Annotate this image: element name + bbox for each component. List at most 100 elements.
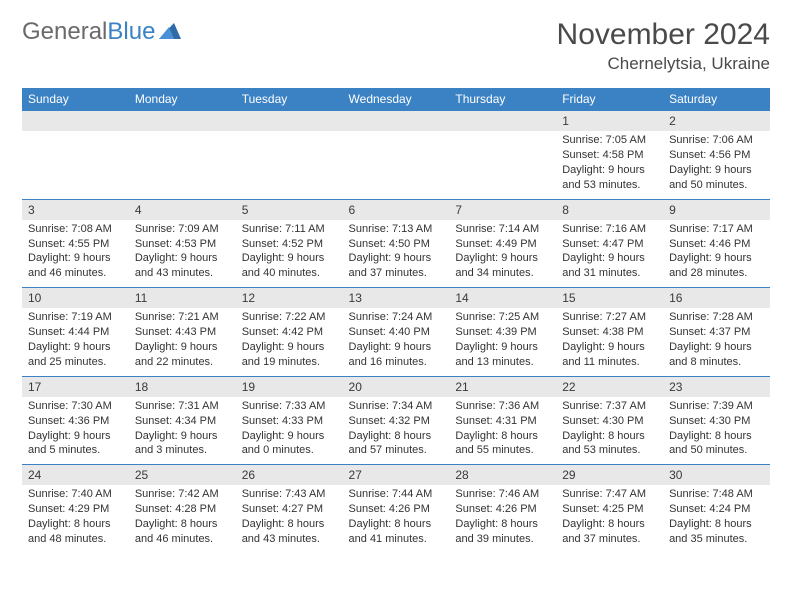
sunrise-text: Sunrise: 7:11 AM [242,222,337,237]
cell-body: Sunrise: 7:46 AMSunset: 4:26 PMDaylight:… [449,485,556,552]
day-number: 29 [556,465,663,485]
daylight-text: Daylight: 9 hours and 19 minutes. [242,340,337,370]
daylight-text: Daylight: 9 hours and 11 minutes. [562,340,657,370]
calendar-cell: 2Sunrise: 7:06 AMSunset: 4:56 PMDaylight… [663,111,770,200]
day-header-row: Sunday Monday Tuesday Wednesday Thursday… [22,88,770,111]
daylight-text: Daylight: 9 hours and 34 minutes. [455,251,550,281]
dayname-friday: Friday [556,88,663,111]
calendar-cell [449,111,556,200]
sunset-text: Sunset: 4:28 PM [135,502,230,517]
sunrise-text: Sunrise: 7:34 AM [349,399,444,414]
sunset-text: Sunset: 4:40 PM [349,325,444,340]
calendar-row: 1Sunrise: 7:05 AMSunset: 4:58 PMDaylight… [22,111,770,200]
sunset-text: Sunset: 4:55 PM [28,237,123,252]
sunrise-text: Sunrise: 7:05 AM [562,133,657,148]
sunrise-text: Sunrise: 7:33 AM [242,399,337,414]
day-number [343,111,450,131]
calendar-cell: 29Sunrise: 7:47 AMSunset: 4:25 PMDayligh… [556,465,663,553]
sunrise-text: Sunrise: 7:44 AM [349,487,444,502]
cell-body [129,131,236,139]
cell-body: Sunrise: 7:34 AMSunset: 4:32 PMDaylight:… [343,397,450,464]
sunrise-text: Sunrise: 7:25 AM [455,310,550,325]
daylight-text: Daylight: 9 hours and 31 minutes. [562,251,657,281]
sunset-text: Sunset: 4:33 PM [242,414,337,429]
day-number: 14 [449,288,556,308]
sunset-text: Sunset: 4:52 PM [242,237,337,252]
cell-body: Sunrise: 7:06 AMSunset: 4:56 PMDaylight:… [663,131,770,198]
daylight-text: Daylight: 9 hours and 5 minutes. [28,429,123,459]
cell-body: Sunrise: 7:13 AMSunset: 4:50 PMDaylight:… [343,220,450,287]
dayname-tuesday: Tuesday [236,88,343,111]
calendar-cell: 10Sunrise: 7:19 AMSunset: 4:44 PMDayligh… [22,288,129,377]
sunset-text: Sunset: 4:26 PM [455,502,550,517]
cell-body [343,131,450,139]
sunset-text: Sunset: 4:49 PM [455,237,550,252]
calendar-row: 17Sunrise: 7:30 AMSunset: 4:36 PMDayligh… [22,376,770,465]
sunset-text: Sunset: 4:26 PM [349,502,444,517]
day-number [236,111,343,131]
calendar-cell: 24Sunrise: 7:40 AMSunset: 4:29 PMDayligh… [22,465,129,553]
sunrise-text: Sunrise: 7:14 AM [455,222,550,237]
sunrise-text: Sunrise: 7:08 AM [28,222,123,237]
sunrise-text: Sunrise: 7:28 AM [669,310,764,325]
daylight-text: Daylight: 8 hours and 39 minutes. [455,517,550,547]
day-number: 2 [663,111,770,131]
daylight-text: Daylight: 9 hours and 40 minutes. [242,251,337,281]
day-number: 28 [449,465,556,485]
sunrise-text: Sunrise: 7:46 AM [455,487,550,502]
calendar-cell: 25Sunrise: 7:42 AMSunset: 4:28 PMDayligh… [129,465,236,553]
sunset-text: Sunset: 4:24 PM [669,502,764,517]
day-number: 26 [236,465,343,485]
sunset-text: Sunset: 4:58 PM [562,148,657,163]
daylight-text: Daylight: 8 hours and 37 minutes. [562,517,657,547]
daylight-text: Daylight: 8 hours and 43 minutes. [242,517,337,547]
cell-body: Sunrise: 7:33 AMSunset: 4:33 PMDaylight:… [236,397,343,464]
sunrise-text: Sunrise: 7:31 AM [135,399,230,414]
triangle-icon [159,18,181,46]
day-number: 10 [22,288,129,308]
cell-body: Sunrise: 7:09 AMSunset: 4:53 PMDaylight:… [129,220,236,287]
day-number: 27 [343,465,450,485]
sunset-text: Sunset: 4:38 PM [562,325,657,340]
day-number: 25 [129,465,236,485]
daylight-text: Daylight: 9 hours and 28 minutes. [669,251,764,281]
sunrise-text: Sunrise: 7:21 AM [135,310,230,325]
day-number: 6 [343,200,450,220]
daylight-text: Daylight: 9 hours and 16 minutes. [349,340,444,370]
day-number: 12 [236,288,343,308]
sunset-text: Sunset: 4:44 PM [28,325,123,340]
sunset-text: Sunset: 4:53 PM [135,237,230,252]
sunrise-text: Sunrise: 7:27 AM [562,310,657,325]
day-number: 23 [663,377,770,397]
sunrise-text: Sunrise: 7:24 AM [349,310,444,325]
cell-body: Sunrise: 7:27 AMSunset: 4:38 PMDaylight:… [556,308,663,375]
day-number: 3 [22,200,129,220]
calendar-cell: 12Sunrise: 7:22 AMSunset: 4:42 PMDayligh… [236,288,343,377]
daylight-text: Daylight: 8 hours and 53 minutes. [562,429,657,459]
day-number [449,111,556,131]
day-number: 8 [556,200,663,220]
day-number: 20 [343,377,450,397]
day-number: 5 [236,200,343,220]
day-number: 11 [129,288,236,308]
sunset-text: Sunset: 4:46 PM [669,237,764,252]
calendar-cell: 14Sunrise: 7:25 AMSunset: 4:39 PMDayligh… [449,288,556,377]
cell-body: Sunrise: 7:44 AMSunset: 4:26 PMDaylight:… [343,485,450,552]
sunset-text: Sunset: 4:34 PM [135,414,230,429]
daylight-text: Daylight: 9 hours and 25 minutes. [28,340,123,370]
sunrise-text: Sunrise: 7:47 AM [562,487,657,502]
calendar-cell: 19Sunrise: 7:33 AMSunset: 4:33 PMDayligh… [236,376,343,465]
calendar-row: 3Sunrise: 7:08 AMSunset: 4:55 PMDaylight… [22,199,770,288]
sunset-text: Sunset: 4:30 PM [562,414,657,429]
daylight-text: Daylight: 8 hours and 55 minutes. [455,429,550,459]
sunset-text: Sunset: 4:37 PM [669,325,764,340]
sunset-text: Sunset: 4:29 PM [28,502,123,517]
cell-body: Sunrise: 7:14 AMSunset: 4:49 PMDaylight:… [449,220,556,287]
daylight-text: Daylight: 8 hours and 57 minutes. [349,429,444,459]
month-title: November 2024 [557,18,770,52]
daylight-text: Daylight: 9 hours and 43 minutes. [135,251,230,281]
logo-text-blue: Blue [107,18,155,46]
daylight-text: Daylight: 9 hours and 46 minutes. [28,251,123,281]
cell-body: Sunrise: 7:42 AMSunset: 4:28 PMDaylight:… [129,485,236,552]
title-block: November 2024 Chernelytsia, Ukraine [557,18,770,74]
